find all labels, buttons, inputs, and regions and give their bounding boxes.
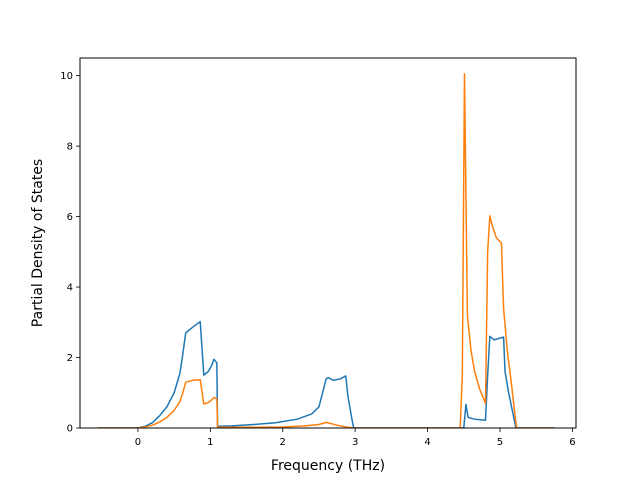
series-line-2 (98, 73, 555, 428)
x-tick-label: 1 (207, 437, 213, 448)
x-tick-label: 4 (424, 437, 430, 448)
x-tick-label: 0 (135, 437, 141, 448)
plot-frame (79, 57, 577, 429)
x-tick-label: 6 (569, 437, 575, 448)
y-tick-label: 8 (67, 142, 73, 153)
y-tick-label: 6 (67, 212, 73, 223)
y-tick-label: 2 (67, 353, 73, 364)
x-tick-label: 3 (352, 437, 358, 448)
y-axis-ticks: 0 2 4 6 8 10 (60, 71, 80, 435)
y-tick-label: 0 (67, 424, 73, 435)
x-axis-label: Frequency (THz) (271, 458, 385, 474)
series-layer (98, 73, 555, 428)
x-tick-label: 2 (280, 437, 286, 448)
y-tick-label: 10 (60, 71, 73, 82)
y-tick-label: 4 (67, 283, 73, 294)
series-line-1 (98, 320, 555, 428)
x-axis-ticks: 0 1 2 3 4 5 6 (135, 428, 576, 448)
y-axis-label: Partial Density of States (30, 159, 46, 327)
x-tick-label: 5 (497, 437, 503, 448)
